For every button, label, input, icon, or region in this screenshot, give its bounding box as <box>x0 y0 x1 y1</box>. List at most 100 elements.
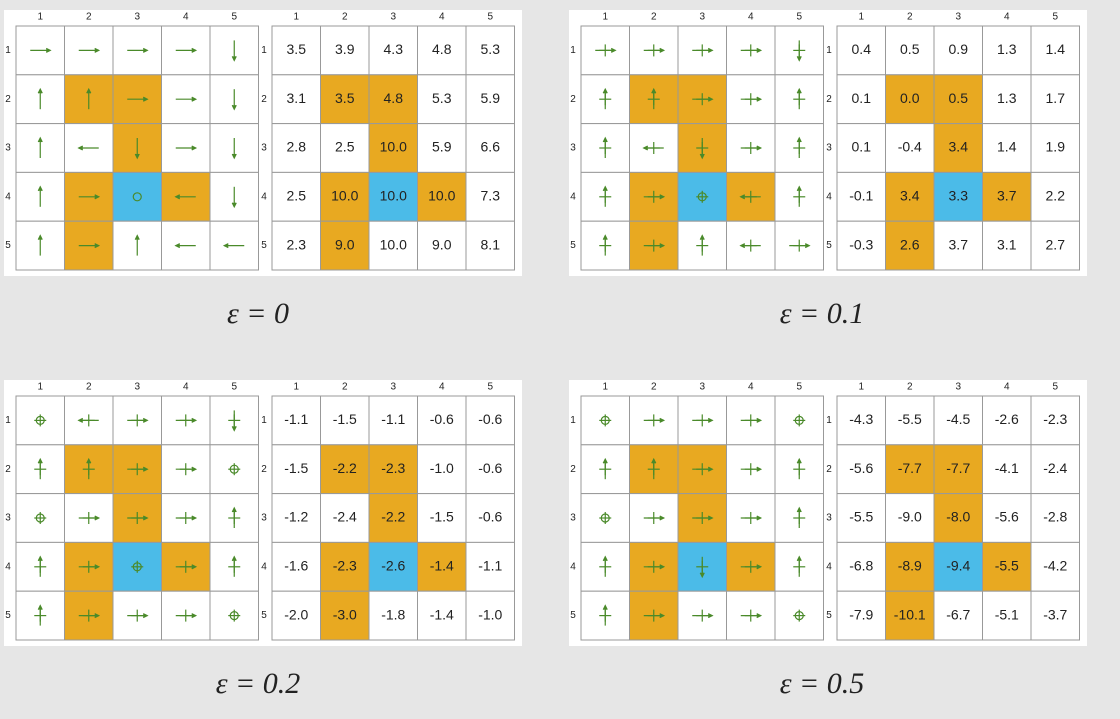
row-label: 5 <box>570 240 576 251</box>
row-label: 5 <box>5 240 11 251</box>
arrow-head <box>174 243 181 249</box>
grid-cell <box>836 123 886 173</box>
policy-arrow <box>692 414 714 427</box>
policy-arrow <box>174 194 196 200</box>
policy-arrow <box>34 414 47 427</box>
policy-arrow <box>793 414 806 427</box>
arrow-head <box>707 96 714 102</box>
grid-cell <box>368 220 418 271</box>
policy-arrow <box>127 96 149 102</box>
stay-action <box>229 610 239 621</box>
row-label: 3 <box>826 143 832 154</box>
state-value: -8.0 <box>946 509 970 525</box>
state-value: -3.0 <box>333 606 357 622</box>
state-value: -2.3 <box>381 460 405 476</box>
grid-cell <box>982 444 1032 495</box>
row-label: 1 <box>826 45 832 56</box>
policy-arrow <box>643 44 666 57</box>
arrow-head <box>77 417 84 423</box>
state-value: -2.2 <box>381 509 405 525</box>
state-value: 10.0 <box>428 188 455 204</box>
grid-cell <box>836 74 886 125</box>
panel-label: ε = 0.1 <box>780 297 865 330</box>
row-label: 2 <box>5 94 11 105</box>
column-label: 2 <box>651 12 657 23</box>
policy-arrow <box>789 239 811 252</box>
arrow-head <box>756 96 763 102</box>
arrow-head <box>756 515 763 521</box>
grid-cell <box>320 25 370 76</box>
state-value: 10.0 <box>331 188 358 204</box>
state-value: 9.0 <box>335 236 355 252</box>
state-value: 5.9 <box>432 139 452 155</box>
state-value: 1.3 <box>997 41 1017 57</box>
column-label: 5 <box>796 12 802 23</box>
arrow-head <box>707 515 714 521</box>
policy-arrow <box>175 463 198 476</box>
grid-cell <box>1030 395 1080 446</box>
grid-cell <box>271 25 321 76</box>
state-value: 1.3 <box>997 90 1017 106</box>
row-label: 1 <box>261 415 267 426</box>
row-label: 5 <box>826 610 832 621</box>
grid-cell <box>982 541 1032 592</box>
state-value: 1.7 <box>1046 90 1066 106</box>
arrow-head <box>231 426 237 432</box>
grid-cell <box>368 590 418 641</box>
policy-arrow <box>599 457 612 480</box>
policy-arrow <box>793 87 806 110</box>
row-label: 3 <box>826 513 832 524</box>
column-label: 3 <box>955 12 961 23</box>
state-value: 10.0 <box>380 188 407 204</box>
column-label: 1 <box>858 12 864 23</box>
policy-arrow <box>740 44 763 57</box>
policy-arrow <box>643 560 666 573</box>
state-value: -4.1 <box>995 460 1019 476</box>
state-value: 3.7 <box>997 188 1017 204</box>
policy-arrow <box>127 609 149 622</box>
arrow-head <box>191 96 198 102</box>
policy-arrow <box>77 414 99 427</box>
stay-action <box>600 513 610 523</box>
policy-arrow <box>127 414 149 427</box>
state-value: 2.5 <box>335 139 355 155</box>
policy-arrow <box>30 47 52 53</box>
policy-arrow <box>643 239 666 252</box>
stay-action <box>229 464 239 474</box>
policy-arrow <box>793 40 806 62</box>
grid-cell <box>933 220 983 271</box>
grid-cell <box>465 171 515 222</box>
row-label: 4 <box>5 191 11 202</box>
state-value: -0.4 <box>898 139 922 155</box>
state-value: 0.9 <box>949 41 969 57</box>
policy-arrow <box>599 87 612 110</box>
arrow-head <box>651 457 657 464</box>
state-value: 3.3 <box>949 188 969 204</box>
policy-arrow <box>134 138 140 160</box>
stay-action <box>794 610 804 621</box>
policy-arrow <box>34 512 47 524</box>
grid-cell <box>1030 493 1080 543</box>
arrow-head <box>739 243 746 249</box>
state-value: 0.1 <box>852 139 872 155</box>
state-value: 10.0 <box>380 236 407 252</box>
row-label: 1 <box>826 415 832 426</box>
panel-label: ε = 0.2 <box>216 667 301 700</box>
arrow-head <box>231 555 237 562</box>
state-value: -1.8 <box>381 606 405 622</box>
state-value: 3.9 <box>335 41 355 57</box>
state-value: 2.6 <box>900 236 920 252</box>
arrow-head <box>602 234 608 240</box>
state-value: 8.1 <box>481 236 501 252</box>
state-value: -5.5 <box>849 509 873 525</box>
policy-arrow <box>127 512 149 524</box>
arrow-head <box>659 47 666 53</box>
policy-arrow <box>793 506 806 528</box>
arrow-head <box>37 185 43 192</box>
row-label: 1 <box>5 415 11 426</box>
policy-arrow <box>599 414 612 427</box>
policy-arrow <box>127 463 149 476</box>
state-value: -1.0 <box>430 460 454 476</box>
policy-arrow <box>599 512 612 524</box>
row-label: 4 <box>570 191 576 202</box>
